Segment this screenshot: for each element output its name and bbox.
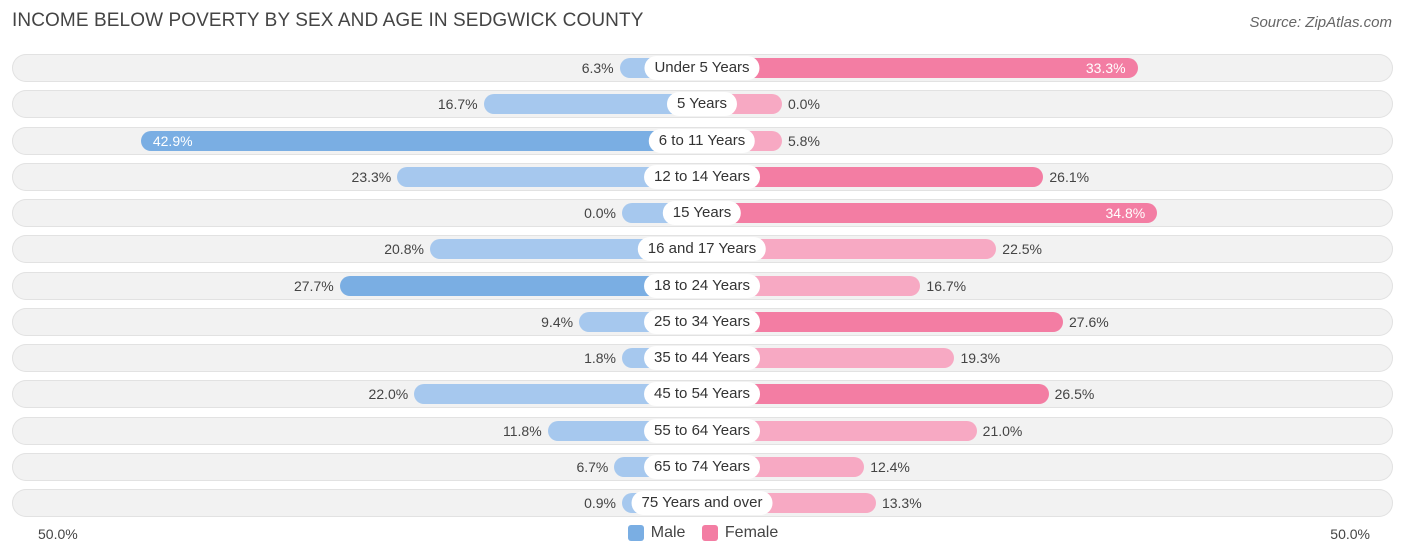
value-label-male: 27.7% bbox=[293, 277, 334, 294]
value-label-female: 21.0% bbox=[982, 422, 1023, 439]
category-label: 25 to 34 Years bbox=[644, 309, 760, 334]
axis-right-label: 50.0% bbox=[1330, 526, 1370, 542]
value-label-male: 23.3% bbox=[351, 168, 392, 185]
category-label: 5 Years bbox=[666, 92, 738, 117]
chart-source: Source: ZipAtlas.com bbox=[1249, 14, 1392, 31]
legend: Male Female bbox=[0, 524, 1406, 546]
bar-female bbox=[702, 58, 1138, 78]
value-label-female: 16.7% bbox=[926, 277, 967, 294]
value-label-male: 42.9% bbox=[152, 132, 193, 149]
value-label-female: 34.8% bbox=[1105, 205, 1146, 221]
category-label: 16 and 17 Years bbox=[637, 237, 767, 262]
category-label: 6 to 11 Years bbox=[648, 128, 756, 153]
legend-label-male: Male bbox=[650, 524, 686, 541]
value-label-female: 13.3% bbox=[881, 495, 922, 511]
value-label-female: 26.5% bbox=[1054, 386, 1095, 403]
value-label-female: 5.8% bbox=[788, 132, 820, 149]
bar-male bbox=[339, 275, 702, 296]
bar-male bbox=[140, 130, 702, 151]
value-label-male: 16.7% bbox=[437, 96, 478, 113]
value-label-male: 0.9% bbox=[584, 495, 616, 511]
value-label-female: 22.5% bbox=[1002, 241, 1042, 258]
value-label-male: 11.8% bbox=[502, 422, 542, 439]
category-label: 15 Years bbox=[662, 201, 742, 225]
category-label: 45 to 54 Years bbox=[644, 382, 760, 407]
category-label: 65 to 74 Years bbox=[644, 454, 760, 479]
legend-item-male: Male bbox=[627, 524, 686, 542]
chart-title: INCOME BELOW POVERTY BY SEX AND AGE IN S… bbox=[12, 10, 644, 31]
value-label-female: 33.3% bbox=[1085, 60, 1126, 76]
bar-female bbox=[702, 166, 1044, 187]
value-label-male: 9.4% bbox=[541, 313, 574, 330]
category-label: 18 to 24 Years bbox=[644, 273, 760, 298]
axis-left-label: 50.0% bbox=[38, 526, 78, 542]
legend-label-female: Female bbox=[724, 524, 779, 541]
bar-male bbox=[483, 94, 702, 115]
value-label-female: 12.4% bbox=[870, 458, 910, 475]
category-label: Under 5 Years bbox=[644, 56, 760, 80]
category-label: 75 Years and over bbox=[631, 491, 773, 515]
value-label-male: 0.0% bbox=[584, 205, 616, 221]
value-label-female: 19.3% bbox=[960, 350, 1001, 366]
value-label-male: 6.3% bbox=[581, 60, 614, 76]
bar-female bbox=[702, 203, 1158, 223]
legend-item-female: Female bbox=[701, 524, 779, 542]
bar-male bbox=[429, 239, 702, 260]
category-label: 35 to 44 Years bbox=[644, 346, 760, 370]
category-label: 12 to 14 Years bbox=[644, 164, 760, 189]
bar-female bbox=[702, 311, 1063, 332]
value-label-female: 26.1% bbox=[1049, 168, 1090, 185]
bar-female bbox=[702, 348, 955, 368]
bar-female bbox=[702, 420, 977, 441]
category-label: 55 to 64 Years bbox=[644, 418, 760, 443]
legend-swatch-female bbox=[701, 525, 718, 541]
bar-female bbox=[702, 239, 997, 260]
value-label-male: 20.8% bbox=[384, 241, 424, 258]
value-label-female: 27.6% bbox=[1069, 313, 1109, 330]
bar-male bbox=[397, 166, 702, 187]
bar-male bbox=[414, 384, 702, 405]
value-label-male: 22.0% bbox=[368, 386, 409, 403]
bar-female bbox=[702, 384, 1049, 405]
value-label-female: 0.0% bbox=[788, 96, 820, 113]
value-label-male: 6.7% bbox=[576, 458, 609, 475]
value-label-male: 1.8% bbox=[584, 350, 616, 366]
legend-swatch-male bbox=[627, 525, 644, 541]
